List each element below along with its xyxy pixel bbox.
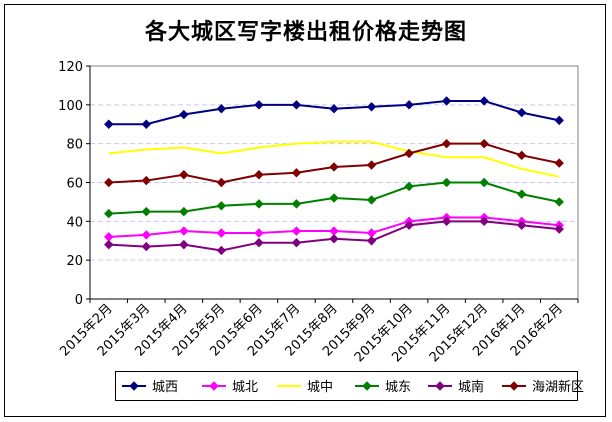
data-point	[104, 239, 114, 250]
series-line	[108, 140, 560, 178]
data-point	[441, 96, 452, 106]
data-point	[479, 177, 489, 188]
data-point	[329, 234, 339, 244]
data-point	[254, 170, 264, 180]
data-point	[104, 177, 114, 188]
y-tick-label: 60	[66, 177, 83, 192]
data-point	[254, 228, 264, 238]
data-point	[291, 168, 302, 178]
legend-label: 城北	[232, 380, 258, 395]
data-point	[216, 228, 227, 238]
data-point	[479, 216, 489, 227]
data-point	[291, 199, 302, 209]
y-tick-label: 20	[66, 254, 83, 269]
data-point	[366, 160, 377, 170]
legend-label: 城西	[152, 380, 178, 395]
data-point	[516, 220, 527, 230]
legend-label: 海湖新区	[532, 379, 584, 395]
legend-marker	[209, 381, 219, 391]
data-point	[366, 195, 377, 205]
legend-marker	[129, 381, 139, 391]
data-point	[141, 230, 152, 240]
y-tick-label: 0	[75, 293, 83, 308]
data-point	[216, 201, 227, 211]
legend-label: 城南	[458, 379, 484, 395]
data-point	[554, 197, 564, 207]
data-point	[404, 181, 414, 192]
data-point	[404, 100, 414, 110]
data-point	[441, 138, 452, 149]
data-point	[366, 102, 377, 112]
y-tick-label: 100	[58, 99, 83, 114]
data-point	[329, 193, 339, 203]
data-point	[441, 177, 452, 188]
data-point	[404, 148, 414, 159]
data-point	[516, 189, 527, 199]
data-point	[179, 239, 189, 250]
data-point	[141, 206, 152, 217]
y-tick-label: 40	[66, 215, 83, 230]
data-point	[441, 216, 452, 227]
data-point	[104, 119, 114, 129]
data-point	[141, 175, 152, 186]
legend-marker	[362, 381, 372, 391]
data-point	[291, 100, 302, 110]
data-point	[179, 109, 189, 120]
data-point	[366, 236, 377, 246]
data-point	[554, 115, 564, 126]
legend-marker	[509, 381, 519, 391]
data-point	[291, 237, 302, 248]
data-point	[216, 177, 227, 188]
data-point	[554, 224, 564, 234]
legend-label: 城中	[307, 380, 333, 395]
data-point	[516, 150, 527, 161]
data-point	[404, 220, 414, 230]
data-point	[329, 162, 339, 172]
data-point	[516, 107, 527, 118]
data-point	[179, 206, 189, 217]
data-point	[554, 158, 564, 168]
data-point	[291, 226, 302, 236]
data-point	[216, 245, 227, 256]
chart-title: 各大城区写字楼出租价格走势图	[144, 20, 467, 45]
y-tick-label: 120	[58, 60, 83, 75]
y-tick-label: 80	[66, 138, 83, 153]
legend-label: 城东	[385, 380, 411, 395]
data-point	[254, 100, 264, 110]
data-point	[479, 138, 489, 149]
data-point	[179, 170, 189, 180]
data-point	[329, 104, 339, 114]
data-point	[104, 208, 114, 219]
data-point	[141, 119, 152, 129]
legend	[115, 371, 578, 401]
data-point	[216, 104, 227, 114]
data-point	[179, 226, 189, 236]
data-point	[141, 241, 152, 252]
data-point	[254, 237, 264, 248]
data-point	[254, 199, 264, 209]
data-point	[479, 96, 489, 106]
legend-marker	[435, 381, 445, 391]
